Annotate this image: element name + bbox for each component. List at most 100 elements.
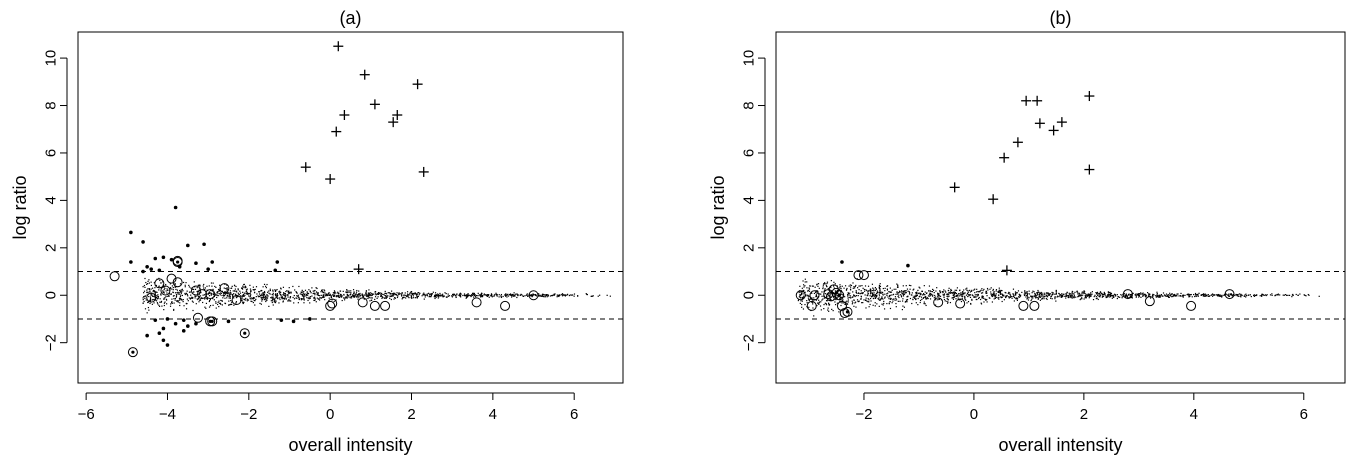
cloud-point — [269, 289, 271, 292]
cloud-point — [395, 294, 397, 296]
cloud-point — [355, 293, 357, 295]
cloud-point — [312, 290, 314, 292]
cloud-point — [861, 284, 863, 287]
cloud-point — [846, 287, 848, 290]
cloud-point — [505, 293, 507, 295]
cloud-point — [245, 297, 247, 300]
cloud-point — [874, 305, 876, 307]
cloud-point — [1159, 295, 1161, 297]
cloud-point — [296, 292, 298, 294]
cloud-point — [355, 291, 358, 293]
cloud-point — [933, 291, 935, 294]
cloud-point — [1223, 294, 1225, 297]
cloud-point — [843, 302, 845, 304]
cloud-point — [969, 289, 971, 292]
cloud-point — [245, 290, 247, 293]
cloud-point — [924, 291, 926, 293]
cloud-point — [366, 294, 368, 296]
cloud-point — [436, 294, 438, 297]
cloud-point — [229, 303, 231, 306]
cloud-point — [250, 294, 252, 296]
cloud-point — [1070, 294, 1072, 296]
cloud-point — [189, 297, 192, 299]
cloud-point — [976, 288, 978, 290]
cloud-point — [905, 299, 908, 301]
cloud-point — [278, 302, 280, 304]
cloud-point — [1010, 295, 1012, 297]
cloud-point — [313, 297, 315, 299]
cloud-point — [1225, 293, 1227, 295]
cloud-point — [171, 285, 173, 287]
circle-marker — [325, 300, 336, 311]
cloud-point — [167, 289, 169, 292]
cloud-point — [1020, 294, 1022, 296]
cloud-point — [1015, 294, 1017, 296]
cloud-point — [1015, 292, 1018, 294]
cloud-point — [353, 292, 355, 294]
cloud-point — [957, 295, 959, 297]
cloud-point — [1070, 296, 1072, 299]
cloud-point — [801, 303, 803, 306]
cloud-point — [500, 296, 502, 298]
cloud-point — [1108, 296, 1110, 298]
cloud-point — [252, 289, 254, 291]
cloud-point — [995, 293, 997, 295]
cloud-point — [1274, 295, 1276, 297]
cloud-point — [923, 285, 925, 287]
cloud-point — [1171, 296, 1173, 298]
cloud-point — [1049, 293, 1051, 295]
cloud-point — [186, 290, 188, 292]
cloud-point — [359, 294, 362, 296]
x-tick-label: 0 — [970, 406, 978, 423]
cloud-point — [1077, 293, 1079, 295]
cloud-point — [986, 287, 989, 290]
cloud-point — [293, 298, 296, 300]
plus-marker — [339, 110, 350, 121]
cloud-point — [1078, 293, 1081, 295]
cloud-point — [906, 301, 908, 303]
cloud-point — [803, 295, 805, 297]
cloud-point — [812, 300, 814, 302]
cloud-point — [972, 295, 974, 297]
cloud-point — [235, 295, 237, 298]
cloud-point — [1110, 292, 1112, 294]
cloud-point — [261, 297, 263, 299]
cloud-point — [211, 285, 213, 287]
cloud-point — [479, 295, 481, 297]
cloud-point — [504, 294, 507, 296]
cloud-point — [435, 296, 437, 298]
cloud-point — [412, 295, 415, 297]
cloud-point — [289, 300, 291, 302]
cloud-point — [354, 296, 356, 298]
cloud-point — [1277, 294, 1279, 296]
dot-marker — [157, 268, 162, 273]
cloud-point — [323, 291, 325, 294]
cloud-point — [880, 298, 882, 300]
cloud-point — [938, 298, 940, 300]
cloud-point — [1084, 296, 1086, 299]
cloud-point — [478, 294, 480, 296]
dot-marker — [161, 255, 166, 260]
cloud-point — [878, 286, 881, 288]
cloud-point — [802, 293, 804, 295]
cloud-point — [975, 298, 977, 301]
cloud-point — [272, 289, 274, 291]
cloud-point — [224, 293, 227, 295]
cloud-point — [562, 294, 564, 296]
circle-marker — [1186, 300, 1197, 311]
cloud-point — [992, 295, 994, 297]
cloud-point — [1068, 292, 1070, 294]
cloud-point — [861, 292, 863, 295]
cloud-point — [345, 291, 347, 293]
cloud-point — [862, 301, 864, 304]
cloud-point — [331, 299, 333, 301]
cloud-point — [275, 293, 277, 295]
cloud-point — [194, 295, 196, 298]
cloud-point — [1055, 289, 1057, 292]
cloud-point — [966, 287, 968, 289]
cloud-point — [799, 294, 801, 296]
cloud-point — [1214, 294, 1216, 296]
cloud-point — [142, 297, 144, 299]
cloud-point — [301, 291, 304, 293]
cloud-point — [1228, 295, 1230, 297]
